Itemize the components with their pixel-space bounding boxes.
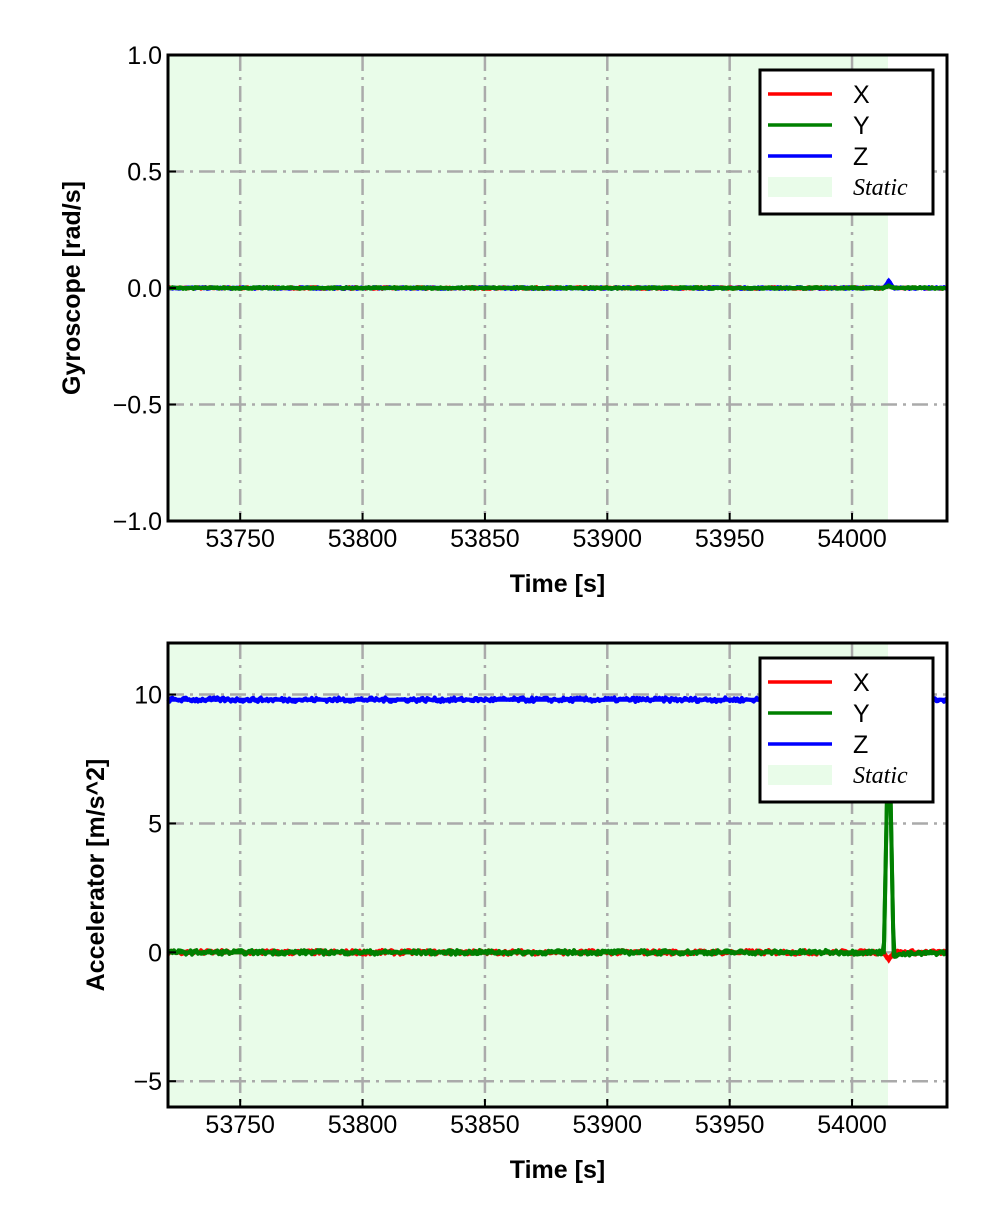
axes-frame xyxy=(166,641,949,1109)
x-tick-label: 53800 xyxy=(328,1111,398,1139)
x-axis-label: Time [s] xyxy=(510,570,605,598)
legend-label-y: Y xyxy=(853,112,870,140)
x-tick-label: 54000 xyxy=(817,525,887,553)
x-axis-label: Time [s] xyxy=(510,1156,605,1184)
legend-label-static: Static xyxy=(853,763,908,789)
legend-patch-static xyxy=(768,177,832,197)
subplot-1: 53750 53800 53850 53900 53950 54000 1.0 0.5 0.0 −… xyxy=(58,42,949,598)
legend-label-static: Static xyxy=(853,175,908,201)
legend-label-x: X xyxy=(853,669,870,697)
x-tick-label: 53850 xyxy=(450,1111,520,1139)
y-tick-label: 5 xyxy=(148,810,162,838)
x-tick-label: 53950 xyxy=(695,525,765,553)
x-tick-label: 53800 xyxy=(328,525,398,553)
x-tick-label: 54000 xyxy=(817,1111,887,1139)
legend-label-x: X xyxy=(853,81,870,109)
series-spike-y xyxy=(168,283,947,290)
legend-label-y: Y xyxy=(853,700,870,728)
x-tick-label: 53950 xyxy=(695,1111,765,1139)
y-tick-label: 10 xyxy=(134,682,162,710)
y-tick-label: 0.5 xyxy=(127,159,162,187)
legend: XYZ Static xyxy=(758,656,935,804)
x-tick-label: 53850 xyxy=(450,525,520,553)
x-tick-label: 53750 xyxy=(205,525,275,553)
x-tick-label: 53750 xyxy=(205,1111,275,1139)
legend-label-z: Z xyxy=(853,143,868,171)
y-axis-label: Accelerator [m/s^2] xyxy=(82,759,110,992)
y-tick-label: 0.0 xyxy=(127,275,162,303)
legend-patch-static xyxy=(768,765,832,785)
subplot-2: 53750 53800 53850 53900 53950 54000 10 5 0 −5 Time… xyxy=(82,641,949,1184)
y-tick-label: 0 xyxy=(148,939,162,967)
x-tick-label: 53900 xyxy=(573,1111,643,1139)
y-tick-label: −5 xyxy=(133,1068,162,1096)
y-tick-label: −0.5 xyxy=(113,392,162,420)
y-tick-label: 1.0 xyxy=(127,42,162,70)
y-axis-label: Gyroscope [rad/s] xyxy=(58,181,86,395)
x-tick-label: 53900 xyxy=(573,525,643,553)
legend: XYZ Static xyxy=(758,68,935,216)
legend-label-z: Z xyxy=(853,731,868,759)
y-tick-label: −1.0 xyxy=(113,508,162,536)
